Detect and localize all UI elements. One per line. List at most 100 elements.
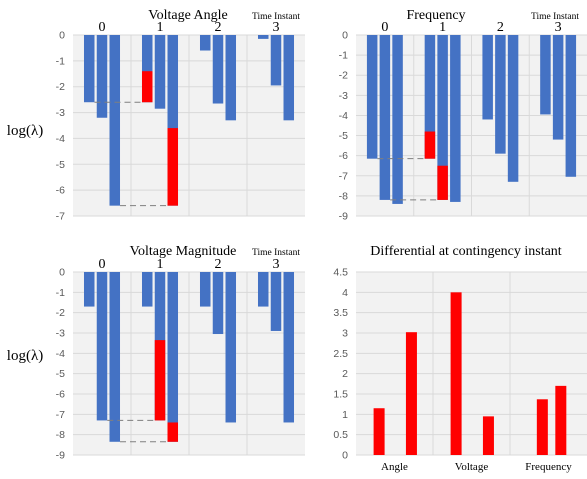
- y-tick-label: -1: [56, 287, 65, 299]
- bar: [109, 272, 121, 442]
- y-tick-label: 0: [59, 267, 65, 279]
- y-tick-label: -5: [339, 130, 348, 142]
- bar: [507, 35, 519, 182]
- bar: [167, 272, 179, 442]
- bar: [199, 35, 211, 51]
- time-instant-tick-label: 0: [381, 20, 388, 35]
- chart-title-voltage-magnitude: Voltage Magnitude: [130, 244, 237, 259]
- bar: [482, 35, 493, 120]
- bar: [405, 332, 417, 455]
- bar: [437, 35, 448, 200]
- chart-title-voltage-angle: Voltage Angle: [148, 8, 227, 23]
- y-tick-label: 3.5: [333, 307, 348, 319]
- x-tick-label: Angle: [381, 461, 408, 473]
- y-tick-label: -4: [56, 133, 65, 145]
- time-instant-label-angle: Time Instant: [252, 12, 300, 22]
- ylabel-top: log(λ): [7, 123, 43, 139]
- bar: [555, 385, 567, 455]
- time-instant-label-magnitude: Time Instant: [252, 248, 300, 258]
- time-instant-tick-label: 2: [215, 20, 222, 35]
- y-tick-label: -8: [339, 190, 348, 202]
- bar: [565, 35, 577, 177]
- time-instant-label-frequency: Time Instant: [531, 12, 579, 22]
- bar: [109, 35, 121, 206]
- y-tick-label: 2: [342, 368, 348, 380]
- bar: [257, 272, 269, 307]
- y-tick-label: 4.5: [333, 267, 348, 279]
- bar: [482, 416, 494, 455]
- bar-highlight-segment: [167, 422, 179, 442]
- time-instant-tick-label: 3: [273, 20, 280, 35]
- bar: [141, 272, 153, 307]
- y-tick-label: -2: [56, 81, 65, 93]
- bar: [552, 35, 564, 140]
- y-tick-label: 1.5: [333, 389, 348, 401]
- y-tick-label: -6: [56, 389, 65, 401]
- bar-highlight-segment: [437, 165, 448, 200]
- bar: [495, 35, 506, 154]
- y-tick-label: 3: [342, 328, 348, 340]
- y-tick-label: -8: [56, 429, 65, 441]
- time-instant-tick-label: 3: [273, 257, 280, 272]
- bar: [450, 292, 462, 455]
- x-tick-label: Voltage: [455, 461, 489, 473]
- time-instant-tick-label: 0: [99, 257, 106, 272]
- bar: [225, 272, 237, 423]
- bar: [96, 35, 108, 118]
- y-tick-label: 0: [59, 30, 65, 42]
- chart-1: 0 -1 -2 -3 -4 -5 -6 -7 -8 -9 0 1 2 3: [339, 20, 587, 223]
- bar-highlight-segment: [167, 128, 179, 206]
- bar: [83, 35, 95, 103]
- y-tick-label: -2: [339, 70, 348, 82]
- bar: [154, 35, 166, 109]
- y-tick-label: -4: [339, 110, 348, 122]
- bar: [392, 35, 403, 204]
- y-tick-label: 0.5: [333, 429, 348, 441]
- y-tick-label: -3: [56, 328, 65, 340]
- bar: [540, 35, 551, 115]
- chart-3: 0 0.5 1 1.5 2 2.5 3 3.5 4 4.5 Angle Voltage Frequenc…: [333, 267, 587, 473]
- y-tick-label: -9: [339, 211, 348, 223]
- time-instant-tick-label: 1: [439, 20, 446, 35]
- time-instant-tick-label: 3: [555, 20, 562, 35]
- bar: [257, 35, 269, 39]
- bar: [212, 35, 224, 104]
- chart-title-frequency: Frequency: [406, 8, 465, 23]
- y-tick-label: 0: [342, 30, 348, 42]
- bar: [270, 35, 282, 86]
- y-tick-label: -5: [56, 159, 65, 171]
- y-tick-label: -6: [56, 185, 65, 197]
- y-tick-label: -3: [339, 90, 348, 102]
- bar: [83, 272, 95, 307]
- y-tick-label: -1: [56, 55, 65, 67]
- bar: [450, 35, 461, 202]
- bar: [199, 272, 211, 307]
- chart-title-differential: Differential at contingency instant: [370, 244, 562, 259]
- bar: [167, 35, 179, 206]
- y-tick-label: 2.5: [333, 348, 348, 360]
- y-tick-label: 0: [342, 450, 348, 462]
- y-tick-label: -1: [339, 50, 348, 62]
- plot-background: [356, 272, 587, 455]
- chart-0: 0 -1 -2 -3 -4 -5 -6 -7 0 1 2 3: [56, 20, 305, 223]
- bar-highlight-segment: [424, 131, 436, 159]
- time-instant-tick-label: 1: [157, 257, 164, 272]
- bar: [379, 35, 391, 200]
- chart-2: 0 -1 -2 -3 -4 -5 -6 -7 -8 -9 0 1 2 3: [56, 257, 305, 462]
- bar: [141, 35, 153, 103]
- y-tick-label: -4: [56, 348, 65, 360]
- bar: [270, 272, 282, 331]
- bar: [96, 272, 108, 421]
- y-tick-label: -9: [56, 450, 65, 462]
- bar: [283, 272, 295, 423]
- time-instant-tick-label: 2: [497, 20, 504, 35]
- y-tick-label: 4: [342, 287, 348, 299]
- bar: [212, 272, 224, 335]
- time-instant-tick-label: 0: [99, 20, 106, 35]
- x-tick-label: Frequency: [525, 461, 572, 473]
- y-tick-label: -5: [56, 368, 65, 380]
- y-tick-label: 1: [342, 409, 348, 421]
- time-instant-tick-label: 1: [157, 20, 164, 35]
- y-tick-label: -7: [56, 211, 65, 223]
